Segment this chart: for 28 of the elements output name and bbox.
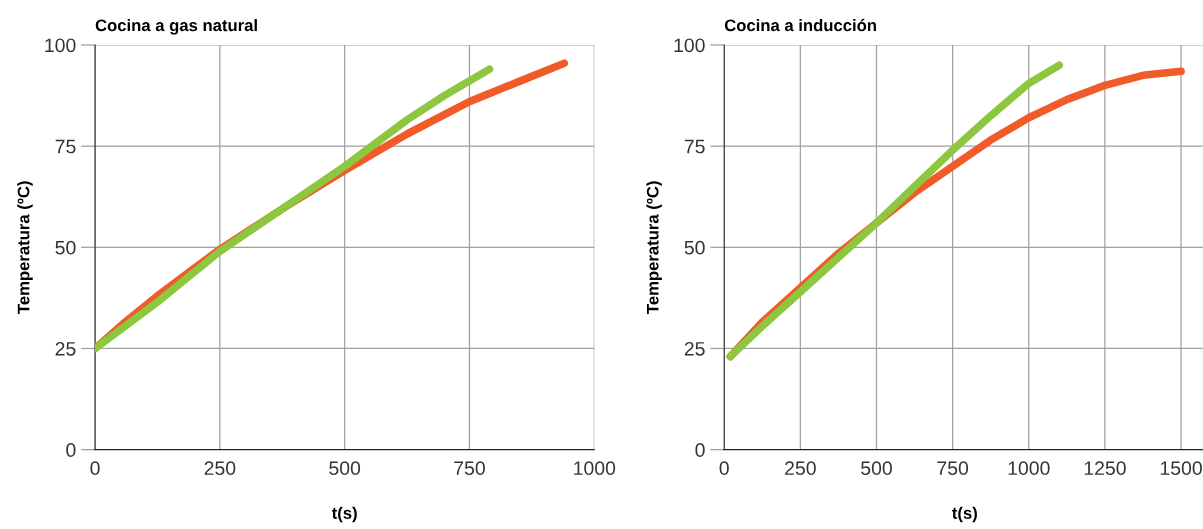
y-tick-label: 0 — [695, 443, 705, 457]
x-tick-label: 1000 — [1008, 461, 1050, 476]
x-axis-title: t(s) — [952, 506, 977, 523]
y-tick-label: 50 — [55, 240, 76, 255]
x-tick-label: 1500 — [1160, 461, 1202, 476]
x-tick-label: 1000 — [574, 461, 616, 476]
x-tick-label: 250 — [785, 461, 816, 476]
y-tick-label: 0 — [66, 443, 76, 457]
y-tick-label: 50 — [684, 240, 705, 255]
y-tick-label: 25 — [55, 341, 76, 356]
y-axis-title: Temperatura (ºC) — [646, 181, 662, 314]
x-axis-title: t(s) — [331, 506, 357, 523]
x-tick-label: 250 — [204, 461, 236, 476]
x-tick-label: 750 — [454, 461, 485, 476]
x-tick-label: 750 — [937, 461, 969, 476]
y-tick-label: 75 — [684, 139, 705, 154]
chart-title: Cocina a gas natural — [95, 19, 257, 35]
x-tick-label: 0 — [90, 461, 100, 476]
x-tick-label: 0 — [719, 461, 729, 476]
x-tick-label: 1250 — [1084, 461, 1126, 476]
y-tick-label: 100 — [674, 38, 705, 53]
y-tick-label: 100 — [45, 38, 76, 53]
x-tick-label: 500 — [861, 461, 892, 476]
y-tick-label: 25 — [684, 341, 705, 356]
x-tick-label: 500 — [329, 461, 361, 476]
y-axis-title: Temperatura (ºC) — [17, 181, 33, 314]
chart-title: Cocina a inducción — [724, 18, 876, 32]
y-tick-label: 75 — [55, 139, 76, 154]
